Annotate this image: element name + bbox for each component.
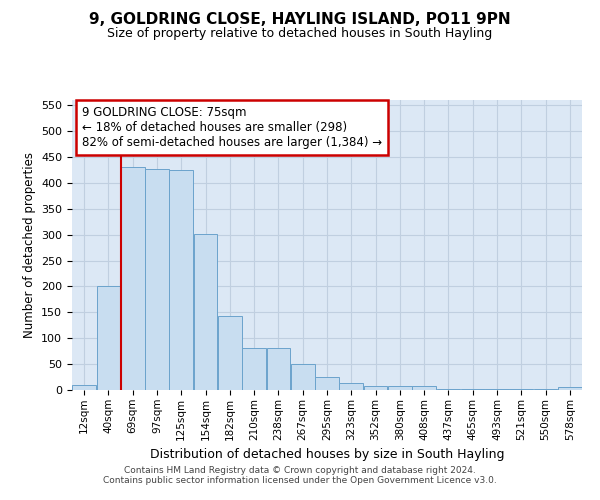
Text: Size of property relative to detached houses in South Hayling: Size of property relative to detached ho… — [107, 28, 493, 40]
Bar — [72, 385, 96, 390]
Bar — [121, 168, 145, 390]
Bar — [145, 169, 169, 390]
Bar — [388, 386, 412, 390]
Bar — [266, 348, 290, 390]
Bar — [461, 389, 485, 390]
Bar — [412, 386, 436, 390]
Text: 9, GOLDRING CLOSE, HAYLING ISLAND, PO11 9PN: 9, GOLDRING CLOSE, HAYLING ISLAND, PO11 … — [89, 12, 511, 28]
X-axis label: Distribution of detached houses by size in South Hayling: Distribution of detached houses by size … — [150, 448, 504, 461]
Bar — [364, 386, 388, 390]
Text: Contains HM Land Registry data © Crown copyright and database right 2024.
Contai: Contains HM Land Registry data © Crown c… — [103, 466, 497, 485]
Bar — [97, 286, 121, 390]
Bar — [194, 234, 217, 390]
Bar — [315, 377, 339, 390]
Bar — [291, 364, 314, 390]
Bar — [437, 389, 460, 390]
Y-axis label: Number of detached properties: Number of detached properties — [23, 152, 35, 338]
Text: 9 GOLDRING CLOSE: 75sqm
← 18% of detached houses are smaller (298)
82% of semi-d: 9 GOLDRING CLOSE: 75sqm ← 18% of detache… — [82, 106, 382, 149]
Bar — [169, 170, 193, 390]
Bar — [242, 348, 266, 390]
Bar — [340, 384, 363, 390]
Bar — [218, 316, 242, 390]
Bar — [558, 388, 582, 390]
